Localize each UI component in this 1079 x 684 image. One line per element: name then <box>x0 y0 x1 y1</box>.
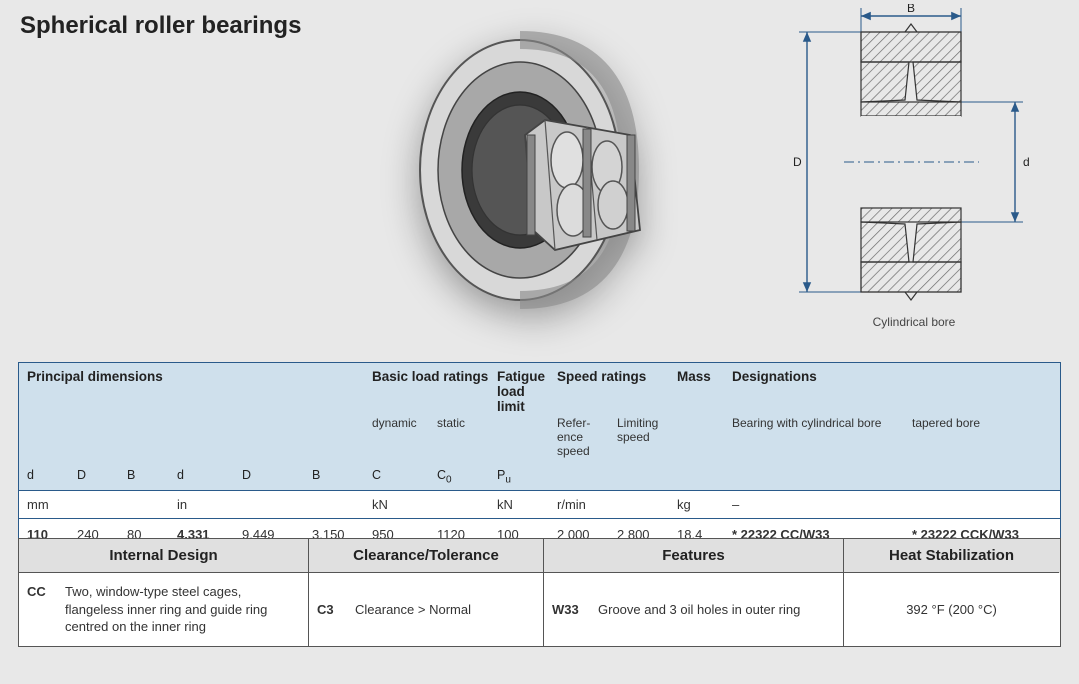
unit-mm: mm <box>27 497 177 512</box>
unit-dash: – <box>732 497 912 512</box>
cell-internal: CC Two, window-type steel cages, flangel… <box>19 573 309 646</box>
spec-table: Principal dimensions Basic load ratings … <box>18 362 1061 551</box>
col-C: C <box>372 460 437 486</box>
hdr-clearance: Clearance/Tolerance <box>309 539 544 573</box>
col-C0: C0 <box>437 460 497 486</box>
col-B-mm: B <box>127 460 177 486</box>
hdr-heat: Heat Stabilization <box>844 539 1059 573</box>
code-c3: C3 <box>317 601 347 619</box>
sub-tapered: tapered bore <box>912 416 1067 458</box>
col-d-in: d <box>177 460 242 486</box>
sub-limiting: Limiting speed <box>617 416 677 458</box>
spec-table-units: mm in kN kN r/min kg – <box>19 491 1060 519</box>
features-table-header: Internal Design Clearance/Tolerance Feat… <box>19 539 1060 573</box>
code-cc: CC <box>27 583 57 601</box>
cell-clearance: C3 Clearance > Normal <box>309 573 544 646</box>
dim-label-D: D <box>793 155 802 169</box>
features-table: Internal Design Clearance/Tolerance Feat… <box>18 538 1061 647</box>
text-heat: 392 °F (200 °C) <box>906 601 997 619</box>
grp-designations: Designations <box>732 369 1067 414</box>
unit-kN2: kN <box>497 497 557 512</box>
sub-cyl-bore: Bearing with cylindrical bore <box>732 416 912 458</box>
grp-principal: Principal dimensions <box>27 369 372 414</box>
schematic-diagram: B D d <box>779 4 1049 329</box>
text-internal: Two, window-type steel cages, flangeless… <box>65 583 300 636</box>
grp-speed: Speed ratings <box>557 369 677 414</box>
sub-dynamic: dynamic <box>372 416 437 458</box>
grp-mass: Mass <box>677 369 732 414</box>
text-clearance: Clearance > Normal <box>355 601 471 619</box>
bearing-illustration <box>400 20 690 320</box>
spec-table-header: Principal dimensions Basic load ratings … <box>19 363 1060 491</box>
unit-in: in <box>177 497 372 512</box>
unit-rmin: r/min <box>557 497 677 512</box>
col-D-in: D <box>242 460 312 486</box>
features-table-body: CC Two, window-type steel cages, flangel… <box>19 573 1060 646</box>
schematic-caption: Cylindrical bore <box>779 315 1049 329</box>
col-d-mm: d <box>27 460 77 486</box>
col-B-in: B <box>312 460 372 486</box>
grp-basic-load: Basic load ratings <box>372 369 497 414</box>
unit-kg: kg <box>677 497 732 512</box>
code-w33: W33 <box>552 601 590 619</box>
unit-kN: kN <box>372 497 497 512</box>
cell-features: W33 Groove and 3 oil holes in outer ring <box>544 573 844 646</box>
dim-label-d: d <box>1023 155 1030 169</box>
hdr-features: Features <box>544 539 844 573</box>
cell-heat: 392 °F (200 °C) <box>844 573 1059 646</box>
hdr-internal: Internal Design <box>19 539 309 573</box>
col-D-mm: D <box>77 460 127 486</box>
page-title: Spherical roller bearings <box>20 12 301 40</box>
dim-label-B: B <box>907 4 915 15</box>
sub-static: static <box>437 416 497 458</box>
text-features: Groove and 3 oil holes in outer ring <box>598 601 800 619</box>
grp-fatigue: Fatigue load limit <box>497 369 557 414</box>
col-Pu: Pu <box>497 460 557 486</box>
sub-reference: Refer- ence speed <box>557 416 617 458</box>
